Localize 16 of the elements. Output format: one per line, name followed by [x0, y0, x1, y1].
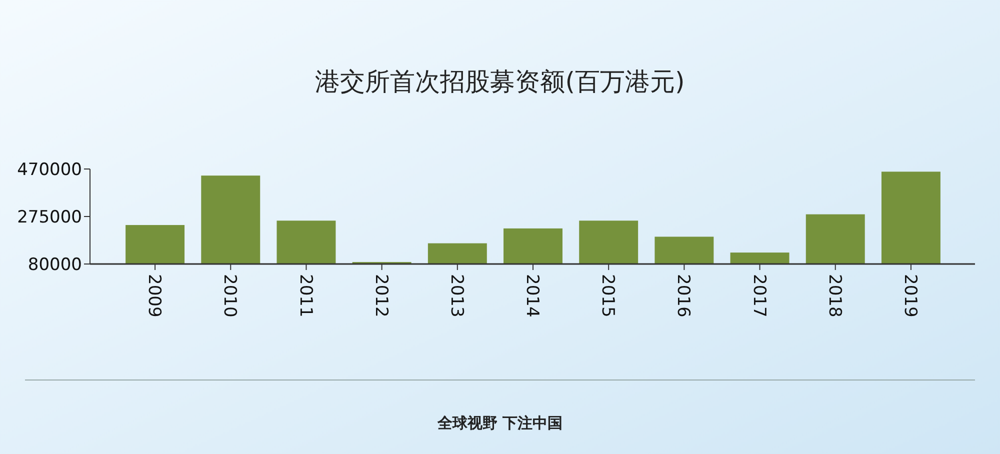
y-tick-label: 470000	[17, 160, 82, 180]
y-tick-label: 80000	[28, 254, 82, 275]
x-tick-label: 2016	[673, 274, 694, 318]
x-tick-label: 2019	[900, 274, 920, 318]
x-tick-label: 2010	[220, 274, 240, 318]
x-tick-label: 2013	[446, 274, 466, 318]
x-tick-label: 2015	[598, 274, 618, 318]
x-tick-label: 2014	[522, 274, 542, 318]
y-tick-label: 275000	[17, 207, 82, 228]
text: 全球视野 下注中国	[436, 414, 563, 432]
x-tick-label: 2012	[370, 274, 391, 318]
x-tick-label: 2009	[144, 274, 164, 318]
x-tick-label: 2017	[748, 274, 769, 318]
chart-title: 港交所首次招股募资额(百万港元)	[315, 67, 685, 96]
x-tick-label: 2018	[824, 274, 844, 318]
x-tick-label: 2011	[295, 274, 316, 318]
